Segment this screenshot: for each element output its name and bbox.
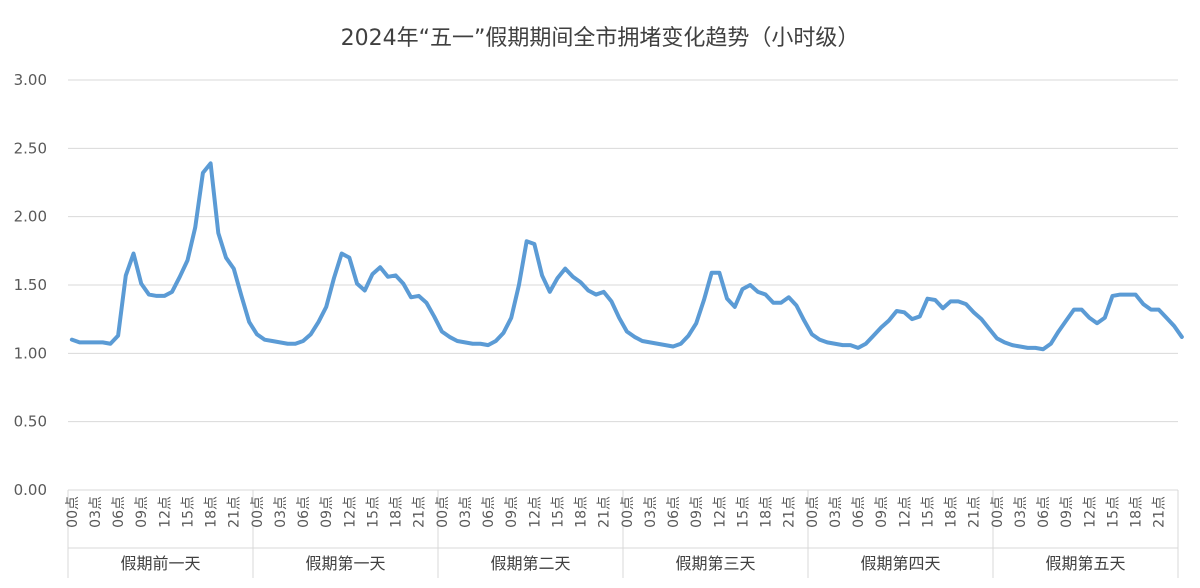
x-tick-label: 21点 bbox=[227, 496, 243, 528]
x-tick-label: 18点 bbox=[574, 496, 590, 528]
x-tick-label: 15点 bbox=[365, 496, 381, 528]
series-layer bbox=[69, 161, 1184, 352]
y-tick-label: 1.50 bbox=[14, 276, 47, 294]
y-tick-label: 0.00 bbox=[14, 481, 47, 499]
x-tick-label: 18点 bbox=[389, 496, 405, 528]
chart-title: 2024年“五一”假期期间全市拥堵变化趋势（小时级） bbox=[341, 26, 860, 51]
x-tick-label: 15点 bbox=[180, 496, 196, 528]
x-tick-label: 03点 bbox=[458, 496, 474, 528]
x-tick-label: 03点 bbox=[88, 496, 104, 528]
x-tick-label: 21点 bbox=[967, 496, 983, 528]
series-line-congestion-index bbox=[69, 161, 1184, 352]
x-tick-label: 06点 bbox=[1036, 496, 1052, 528]
x-tick-label: 18点 bbox=[944, 496, 960, 528]
x-tick-label: 00点 bbox=[805, 496, 821, 528]
x-tick-label: 12点 bbox=[712, 496, 728, 528]
x-tick-label: 15点 bbox=[550, 496, 566, 528]
axis-layer bbox=[67, 489, 1179, 578]
x-tick-label: 15点 bbox=[920, 496, 936, 528]
x-tick-label: 21点 bbox=[782, 496, 798, 528]
x-tick-label: 12点 bbox=[342, 496, 358, 528]
group-label: 假期第四天 bbox=[860, 554, 940, 573]
y-tick-label: 2.50 bbox=[14, 139, 47, 157]
group-label: 假期第五天 bbox=[1045, 554, 1125, 573]
x-tick-label: 21点 bbox=[597, 496, 613, 528]
x-tick-label: 12点 bbox=[1082, 496, 1098, 528]
y-tick-label: 3.00 bbox=[14, 71, 47, 89]
group-label: 假期前一天 bbox=[120, 554, 200, 573]
x-tick-label: 18点 bbox=[1129, 496, 1145, 528]
x-tick-label: 00点 bbox=[435, 496, 451, 528]
x-tick-label: 09点 bbox=[874, 496, 890, 528]
y-tick-label: 2.00 bbox=[14, 208, 47, 226]
x-tick-label: 06点 bbox=[481, 496, 497, 528]
x-tick-label: 15点 bbox=[1105, 496, 1121, 528]
x-tick-label: 21点 bbox=[1152, 496, 1168, 528]
x-tick-label: 09点 bbox=[319, 496, 335, 528]
group-label: 假期第一天 bbox=[305, 554, 385, 573]
x-tick-label: 18点 bbox=[204, 496, 220, 528]
x-tick-label: 12点 bbox=[157, 496, 173, 528]
group-label: 假期第二天 bbox=[490, 554, 570, 573]
x-tick-label: 06点 bbox=[296, 496, 312, 528]
x-tick-label: 06点 bbox=[851, 496, 867, 528]
x-tick-label: 09点 bbox=[134, 496, 150, 528]
group-label: 假期第三天 bbox=[675, 554, 755, 573]
label-layer: 0.00 0.50 1.00 1.50 2.00 2.50 3.00 00点 03点 06点 09点… bbox=[14, 71, 1168, 573]
x-tick-label: 00点 bbox=[620, 496, 636, 528]
x-tick-label: 03点 bbox=[828, 496, 844, 528]
x-tick-label: 03点 bbox=[643, 496, 659, 528]
x-tick-label: 09点 bbox=[1059, 496, 1075, 528]
x-tick-label: 03点 bbox=[1013, 496, 1029, 528]
x-tick-label: 15点 bbox=[735, 496, 751, 528]
x-tick-label: 00点 bbox=[990, 496, 1006, 528]
x-tick-label: 06点 bbox=[111, 496, 127, 528]
x-tick-label: 00点 bbox=[65, 496, 81, 528]
x-tick-label: 21点 bbox=[412, 496, 428, 528]
x-tick-label: 06点 bbox=[666, 496, 682, 528]
x-tick-label: 00点 bbox=[250, 496, 266, 528]
x-tick-label: 03点 bbox=[273, 496, 289, 528]
y-tick-label: 1.00 bbox=[14, 344, 47, 362]
x-tick-label: 09点 bbox=[504, 496, 520, 528]
x-tick-label: 09点 bbox=[689, 496, 705, 528]
x-tick-label: 18点 bbox=[759, 496, 775, 528]
x-tick-label: 12点 bbox=[897, 496, 913, 528]
y-tick-label: 0.50 bbox=[14, 413, 47, 431]
grid-layer bbox=[68, 79, 1178, 423]
x-tick-label: 12点 bbox=[527, 496, 543, 528]
